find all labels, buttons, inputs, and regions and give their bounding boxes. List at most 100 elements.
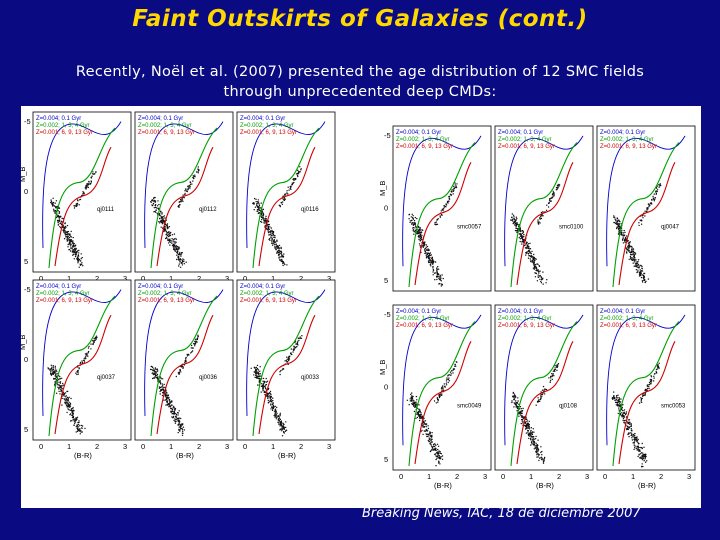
star-point — [189, 187, 191, 189]
star-point — [153, 369, 156, 371]
star-point — [63, 229, 65, 231]
star-point — [292, 178, 295, 180]
star-point — [553, 194, 555, 196]
star-point — [436, 452, 439, 454]
star-point — [260, 385, 263, 388]
star-point — [432, 271, 434, 273]
star-point — [625, 412, 627, 415]
star-point — [527, 243, 530, 245]
star-point — [513, 217, 515, 220]
star-point — [282, 198, 284, 200]
star-point — [155, 209, 157, 211]
star-point — [527, 429, 529, 432]
star-point — [154, 210, 156, 213]
star-point — [520, 234, 523, 236]
star-point — [64, 392, 67, 394]
star-point — [629, 421, 631, 423]
star-point — [535, 404, 537, 406]
legend-entry: Z=0.002; 1, 3, 4 Gyr — [138, 291, 192, 297]
star-point — [75, 417, 77, 419]
star-point — [83, 358, 85, 360]
star-point — [152, 372, 154, 374]
field-label: smc0049 — [457, 403, 482, 409]
star-point — [647, 384, 649, 386]
star-point — [269, 230, 272, 232]
star-point — [150, 365, 152, 368]
star-point — [191, 350, 194, 352]
star-point — [453, 368, 456, 370]
star-point — [50, 374, 53, 376]
star-point — [532, 436, 534, 438]
star-point — [648, 383, 651, 386]
star-point — [637, 269, 639, 271]
star-point — [286, 190, 288, 192]
star-point — [69, 233, 71, 235]
star-point — [178, 201, 180, 203]
star-point — [51, 204, 54, 206]
star-point — [270, 404, 272, 406]
slide-title: Faint Outskirts of Galaxies (cont.) — [132, 6, 588, 32]
star-point — [264, 220, 266, 222]
star-point — [558, 184, 561, 186]
star-point — [171, 400, 173, 402]
star-point — [646, 460, 648, 462]
star-point — [52, 368, 54, 370]
star-point — [644, 454, 646, 457]
star-point — [423, 426, 425, 428]
star-point — [659, 183, 661, 185]
star-point — [257, 199, 259, 201]
star-point — [270, 234, 273, 237]
star-point — [164, 229, 166, 231]
star-point — [528, 255, 531, 257]
star-point — [631, 257, 633, 259]
star-point — [180, 201, 182, 203]
star-point — [658, 184, 660, 186]
star-point — [545, 209, 548, 211]
star-point — [69, 238, 71, 241]
star-point — [613, 391, 615, 393]
star-point — [278, 421, 281, 423]
star-point — [634, 257, 636, 259]
star-point — [183, 429, 186, 431]
star-point — [653, 193, 655, 195]
star-point — [439, 216, 441, 218]
star-point — [534, 276, 537, 278]
star-point — [291, 353, 293, 356]
star-point — [641, 465, 643, 468]
isochrone-young — [606, 314, 686, 446]
star-point — [426, 249, 428, 251]
legend-entry: Z=0.002; 1, 3, 4 Gyr — [36, 123, 90, 129]
star-point — [255, 377, 257, 379]
star-point — [448, 196, 450, 198]
star-point — [285, 421, 287, 423]
star-point — [527, 423, 529, 425]
x-tick-label: 3 — [123, 274, 127, 283]
star-point — [256, 364, 259, 367]
star-point — [642, 465, 644, 468]
x-tick-label: 0 — [141, 442, 145, 451]
star-point — [71, 248, 73, 250]
field-label: smc0053 — [661, 403, 686, 409]
star-point — [440, 280, 442, 282]
star-point — [92, 171, 94, 173]
star-point — [77, 421, 79, 424]
star-point — [644, 215, 646, 217]
star-point — [153, 199, 156, 202]
star-point — [630, 424, 632, 426]
star-point — [439, 394, 442, 396]
star-point — [61, 387, 63, 390]
star-point — [540, 280, 542, 283]
star-point — [287, 193, 289, 195]
star-point — [282, 262, 284, 265]
star-point — [73, 422, 76, 424]
star-point — [58, 388, 60, 390]
star-point — [537, 276, 539, 278]
star-point — [644, 389, 646, 391]
legend-entry: Z=0.001; 6, 9, 13 Gyr — [36, 130, 93, 136]
x-tick-label: 0 — [243, 274, 247, 283]
star-point — [657, 368, 659, 370]
star-point — [54, 367, 57, 369]
star-point — [631, 439, 634, 441]
star-point — [174, 243, 176, 245]
